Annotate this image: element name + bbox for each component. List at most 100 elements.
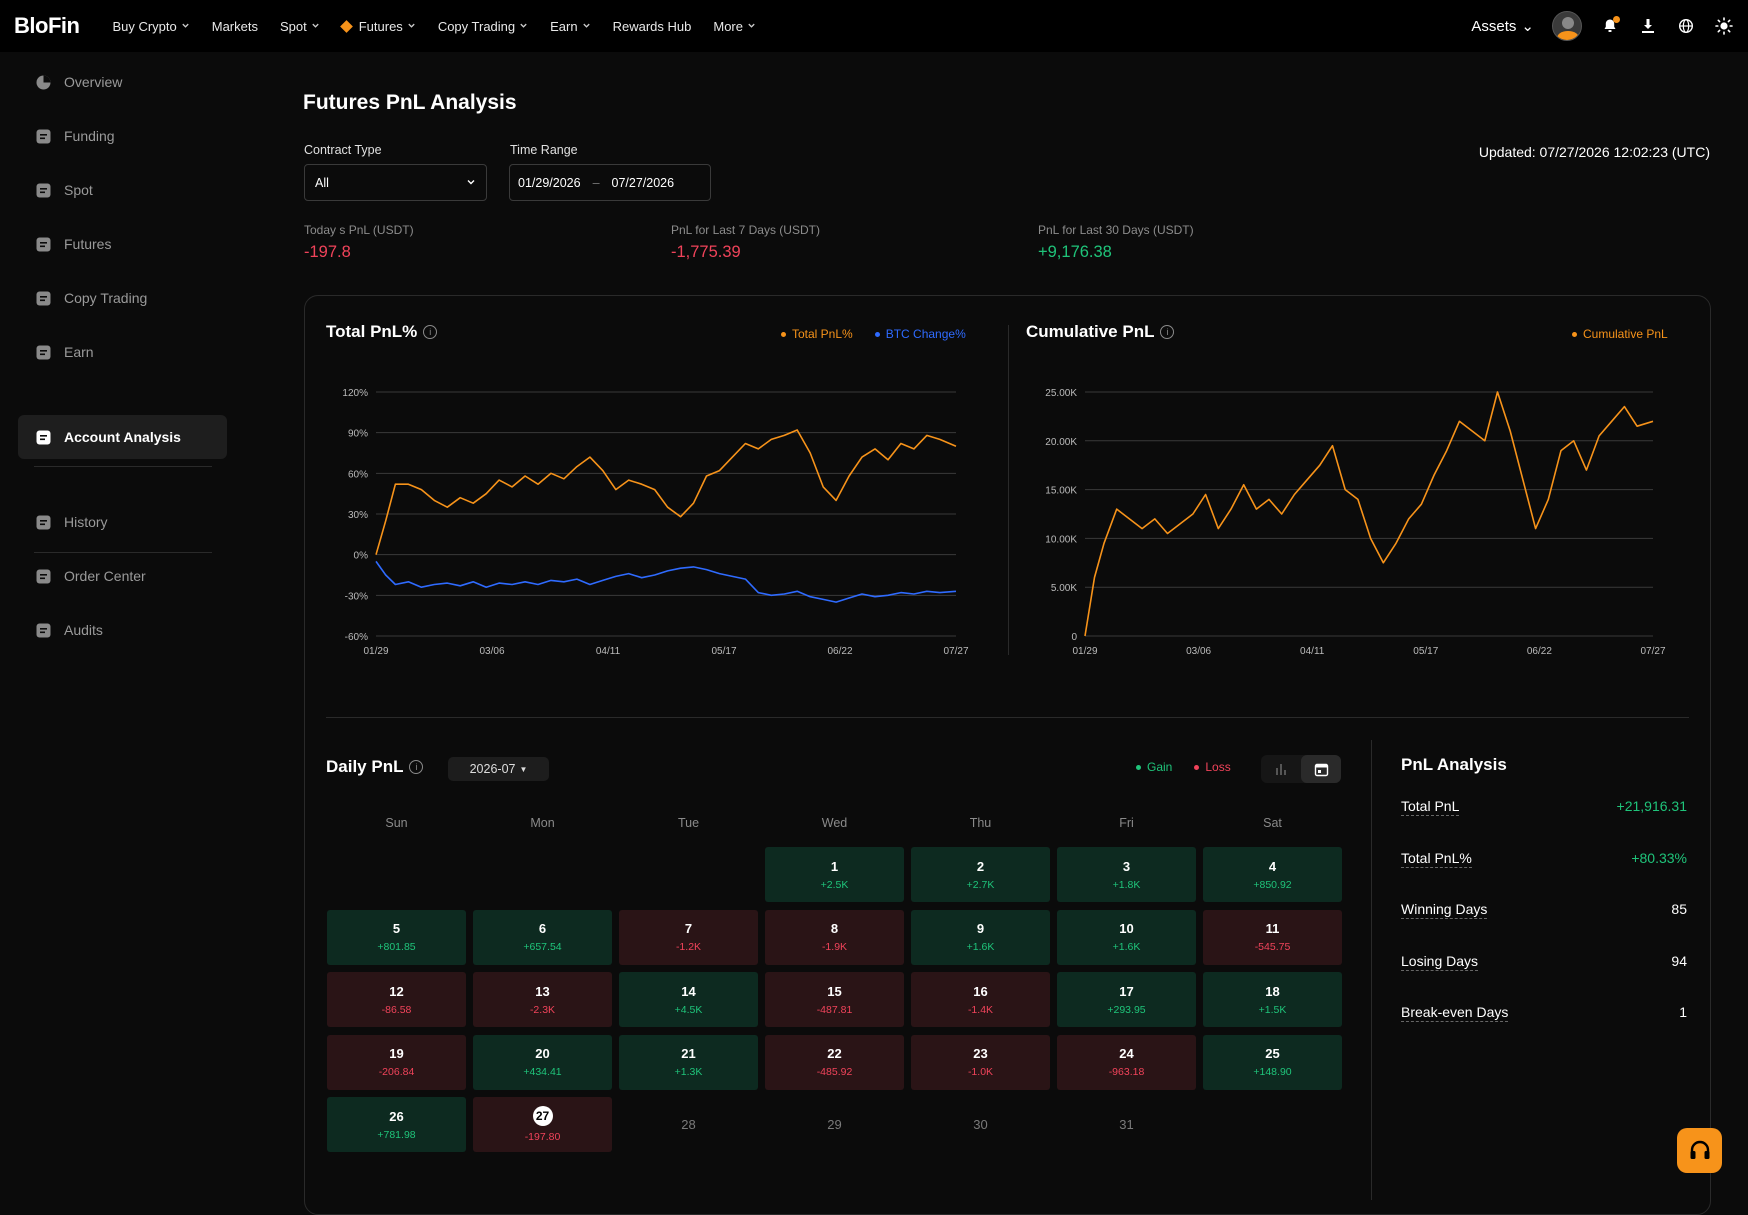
- theme-sun-icon[interactable]: [1714, 16, 1734, 36]
- nav-spot[interactable]: Spot: [269, 19, 331, 34]
- nav-label: Markets: [211, 18, 258, 34]
- nav-rewards-hub[interactable]: Rewards Hub: [602, 19, 703, 34]
- contract-type-select[interactable]: All: [304, 164, 487, 201]
- calendar-day-cell[interactable]: 8 -1.9K: [765, 909, 904, 965]
- pnl-analysis-key[interactable]: Winning Days: [1401, 901, 1488, 919]
- sidebar-item-account-analysis[interactable]: Account Analysis: [18, 415, 227, 459]
- sidebar-item-overview[interactable]: Overview: [18, 60, 227, 104]
- history-icon: [34, 513, 52, 531]
- calendar-day-cell[interactable]: 13 -2.3K: [473, 972, 612, 1027]
- legend-btc-change[interactable]: BTC Change%: [874, 327, 966, 341]
- info-icon[interactable]: i: [423, 325, 438, 339]
- sidebar-item-label: Earn: [64, 344, 94, 360]
- calendar-day-cell[interactable]: 15 -487.81: [765, 972, 904, 1027]
- legend-cumulative-pnl[interactable]: Cumulative PnL: [1572, 327, 1668, 341]
- y-tick-label: 15.00K: [1045, 486, 1077, 497]
- sidebar-item-audits[interactable]: Audits: [18, 608, 227, 652]
- calendar-day-cell[interactable]: 23 -1.0K: [911, 1034, 1050, 1090]
- sidebar-item-label: History: [64, 514, 108, 530]
- x-tick-label: 05/17: [711, 646, 736, 657]
- calendar-day-cell[interactable]: 19 -206.84: [327, 1034, 466, 1090]
- sidebar-item-spot[interactable]: Spot: [18, 168, 227, 212]
- legend-total-pnl[interactable]: Total PnL%: [781, 327, 853, 341]
- nav-markets[interactable]: Markets: [201, 19, 269, 34]
- day-number: 17: [1119, 983, 1134, 999]
- pnl-analysis-value: 94: [1671, 952, 1687, 969]
- cumulative-pnl-title-text: Cumulative PnL: [1026, 322, 1155, 341]
- y-tick-label: 25.00K: [1045, 388, 1077, 399]
- pnl-analysis-key[interactable]: Total PnL%: [1401, 849, 1472, 868]
- calendar-day-cell[interactable]: 12 -86.58: [327, 972, 466, 1027]
- sidebar-item-earn[interactable]: Earn: [18, 330, 227, 374]
- calendar-day-cell[interactable]: 3 +1.8K: [1057, 847, 1196, 902]
- y-tick-label: 30%: [348, 510, 368, 521]
- calendar-day-cell[interactable]: 27 -197.80: [473, 1097, 612, 1152]
- sidebar-item-futures[interactable]: Futures: [18, 222, 227, 266]
- info-icon[interactable]: i: [1160, 325, 1175, 339]
- blofin-logo[interactable]: BloFin: [14, 13, 80, 38]
- notification-bell-icon[interactable]: [1600, 16, 1620, 36]
- calendar-day-cell[interactable]: 1 +2.5K: [765, 847, 904, 902]
- sidebar-item-funding[interactable]: Funding: [18, 114, 227, 158]
- calendar-day-cell[interactable]: 11 -545.75: [1203, 909, 1342, 965]
- nav-futures[interactable]: Futures: [331, 19, 427, 34]
- day-pnl-value: +293.95: [1107, 1003, 1146, 1016]
- day-pnl-value: +2.7K: [966, 878, 995, 891]
- y-tick-label: 0: [1071, 632, 1077, 643]
- calendar-day-cell[interactable]: 24 -963.18: [1057, 1034, 1196, 1090]
- pnl-7d-label: PnL for Last 7 Days (USDT): [671, 223, 820, 237]
- audits-icon: [34, 621, 52, 639]
- sidebar-item-copy-trading[interactable]: Copy Trading: [18, 276, 227, 320]
- pnl-analysis-key[interactable]: Total PnL: [1401, 798, 1460, 816]
- nav-earn[interactable]: Earn: [539, 19, 601, 34]
- nav-buy-crypto[interactable]: Buy Crypto: [101, 19, 200, 34]
- calendar-day-cell[interactable]: 20 +434.41: [473, 1034, 612, 1090]
- legend-label: Total PnL%: [792, 327, 853, 341]
- y-tick-label: 5.00K: [1051, 583, 1077, 594]
- bar-chart-icon: [1276, 764, 1286, 775]
- month-select[interactable]: 2026-07 ▼: [448, 757, 549, 781]
- sidebar-item-order-center[interactable]: Order Center: [18, 554, 227, 598]
- time-range-picker[interactable]: 01/29/2026 – 07/27/2026: [509, 164, 711, 201]
- calendar-day-cell[interactable]: 25 +148.90: [1203, 1034, 1342, 1090]
- calendar-day-cell[interactable]: 2 +2.7K: [911, 847, 1050, 902]
- analysis-divider: [1371, 740, 1372, 1200]
- info-icon[interactable]: i: [409, 760, 424, 774]
- calendar-day-cell[interactable]: 7 -1.2K: [619, 909, 758, 965]
- date-from[interactable]: 01/29/2026: [518, 175, 581, 190]
- legend-label: BTC Change%: [885, 327, 966, 341]
- calendar-day-cell[interactable]: 14 +4.5K: [619, 972, 758, 1027]
- calendar-day-cell[interactable]: 17 +293.95: [1057, 972, 1196, 1027]
- bar-chart-view-button[interactable]: [1261, 755, 1301, 783]
- sidebar-item-label: Overview: [64, 74, 123, 90]
- calendar-day-cell[interactable]: 5 +801.85: [327, 909, 466, 965]
- sidebar-item-history[interactable]: History: [18, 500, 227, 544]
- avatar[interactable]: [1552, 11, 1582, 41]
- calendar-day-cell[interactable]: 10 +1.6K: [1057, 909, 1196, 965]
- chevron-down-icon: [407, 21, 416, 32]
- calendar-day-cell[interactable]: 16 -1.4K: [911, 972, 1050, 1027]
- calendar-day-cell[interactable]: 6 +657.54: [473, 909, 612, 965]
- legend-dot: [874, 331, 880, 337]
- pnl-analysis-key[interactable]: Losing Days: [1401, 952, 1479, 971]
- calendar-view-button[interactable]: [1301, 755, 1341, 783]
- calendar-day-cell[interactable]: 22 -485.92: [765, 1034, 904, 1090]
- globe-icon[interactable]: [1676, 16, 1696, 36]
- day-pnl-value: +434.41: [523, 1066, 562, 1078]
- date-to[interactable]: 07/27/2026: [611, 175, 675, 190]
- support-chat-button[interactable]: [1677, 1128, 1722, 1173]
- nav-more[interactable]: More: [702, 19, 767, 34]
- pnl-analysis-key[interactable]: Break-even Days: [1401, 1004, 1509, 1022]
- calendar-day-cell[interactable]: 21 +1.3K: [619, 1034, 758, 1090]
- calendar-day-cell[interactable]: 18 +1.5K: [1203, 972, 1342, 1027]
- nav-copy-trading[interactable]: Copy Trading: [427, 19, 539, 34]
- day-number: 19: [389, 1046, 404, 1061]
- calendar-day-cell[interactable]: 26 +781.98: [327, 1097, 466, 1152]
- download-icon[interactable]: [1638, 16, 1658, 36]
- calendar-day-cell[interactable]: 4 +850.92: [1203, 847, 1342, 902]
- day-number: 8: [830, 921, 839, 936]
- total-pnl-chart-title: Total PnL% i: [326, 322, 438, 342]
- day-pnl-value: +1.5K: [1258, 1003, 1287, 1016]
- assets-menu[interactable]: Assets ⌄: [1471, 17, 1534, 36]
- calendar-day-cell[interactable]: 9 +1.6K: [911, 909, 1050, 965]
